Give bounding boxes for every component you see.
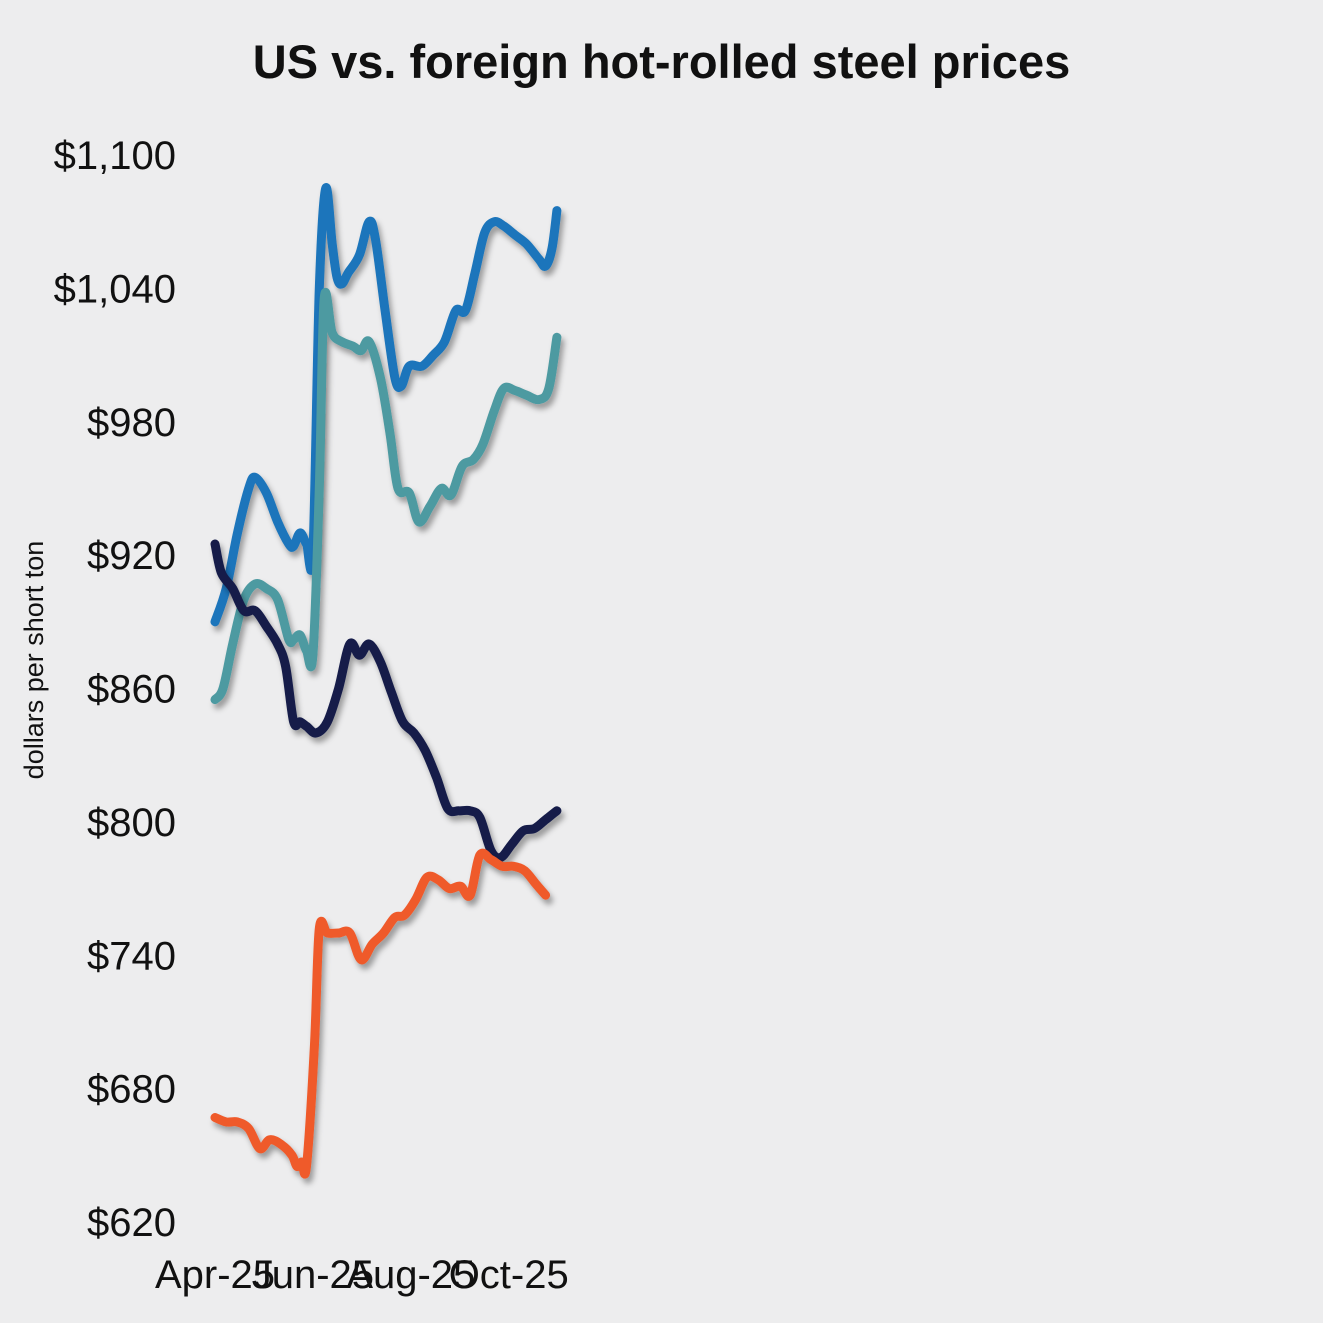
y-tick-label: $680 <box>87 1068 176 1112</box>
chart-title: US vs. foreign hot-rolled steel prices <box>252 35 1071 88</box>
y-tick-label: $920 <box>87 534 176 578</box>
series-line-teal <box>210 287 562 705</box>
x-tick-label: Jun-25 <box>252 1253 374 1297</box>
y-axis: $1,100 $1,040 $980 $920 $860 $800 $740 $680 $620 <box>54 134 176 1245</box>
x-tick-label: Apr-25 <box>155 1253 275 1297</box>
series-line-blue <box>210 183 562 627</box>
x-tick-label: Aug-25 <box>346 1253 475 1297</box>
y-tick-label: $1,100 <box>54 134 176 178</box>
y-tick-label: $620 <box>87 1201 176 1245</box>
series-group <box>210 183 562 1179</box>
y-tick-label: $980 <box>87 401 176 445</box>
series-line-orange <box>210 848 551 1179</box>
y-tick-label: $800 <box>87 801 176 845</box>
series-line-navy <box>210 539 562 863</box>
y-tick-label: $1,040 <box>54 267 176 311</box>
y-tick-label: $860 <box>87 668 176 712</box>
x-tick-label: Oct-25 <box>449 1253 569 1297</box>
y-tick-label: $740 <box>87 934 176 978</box>
y-axis-title: dollars per short ton <box>19 541 49 780</box>
